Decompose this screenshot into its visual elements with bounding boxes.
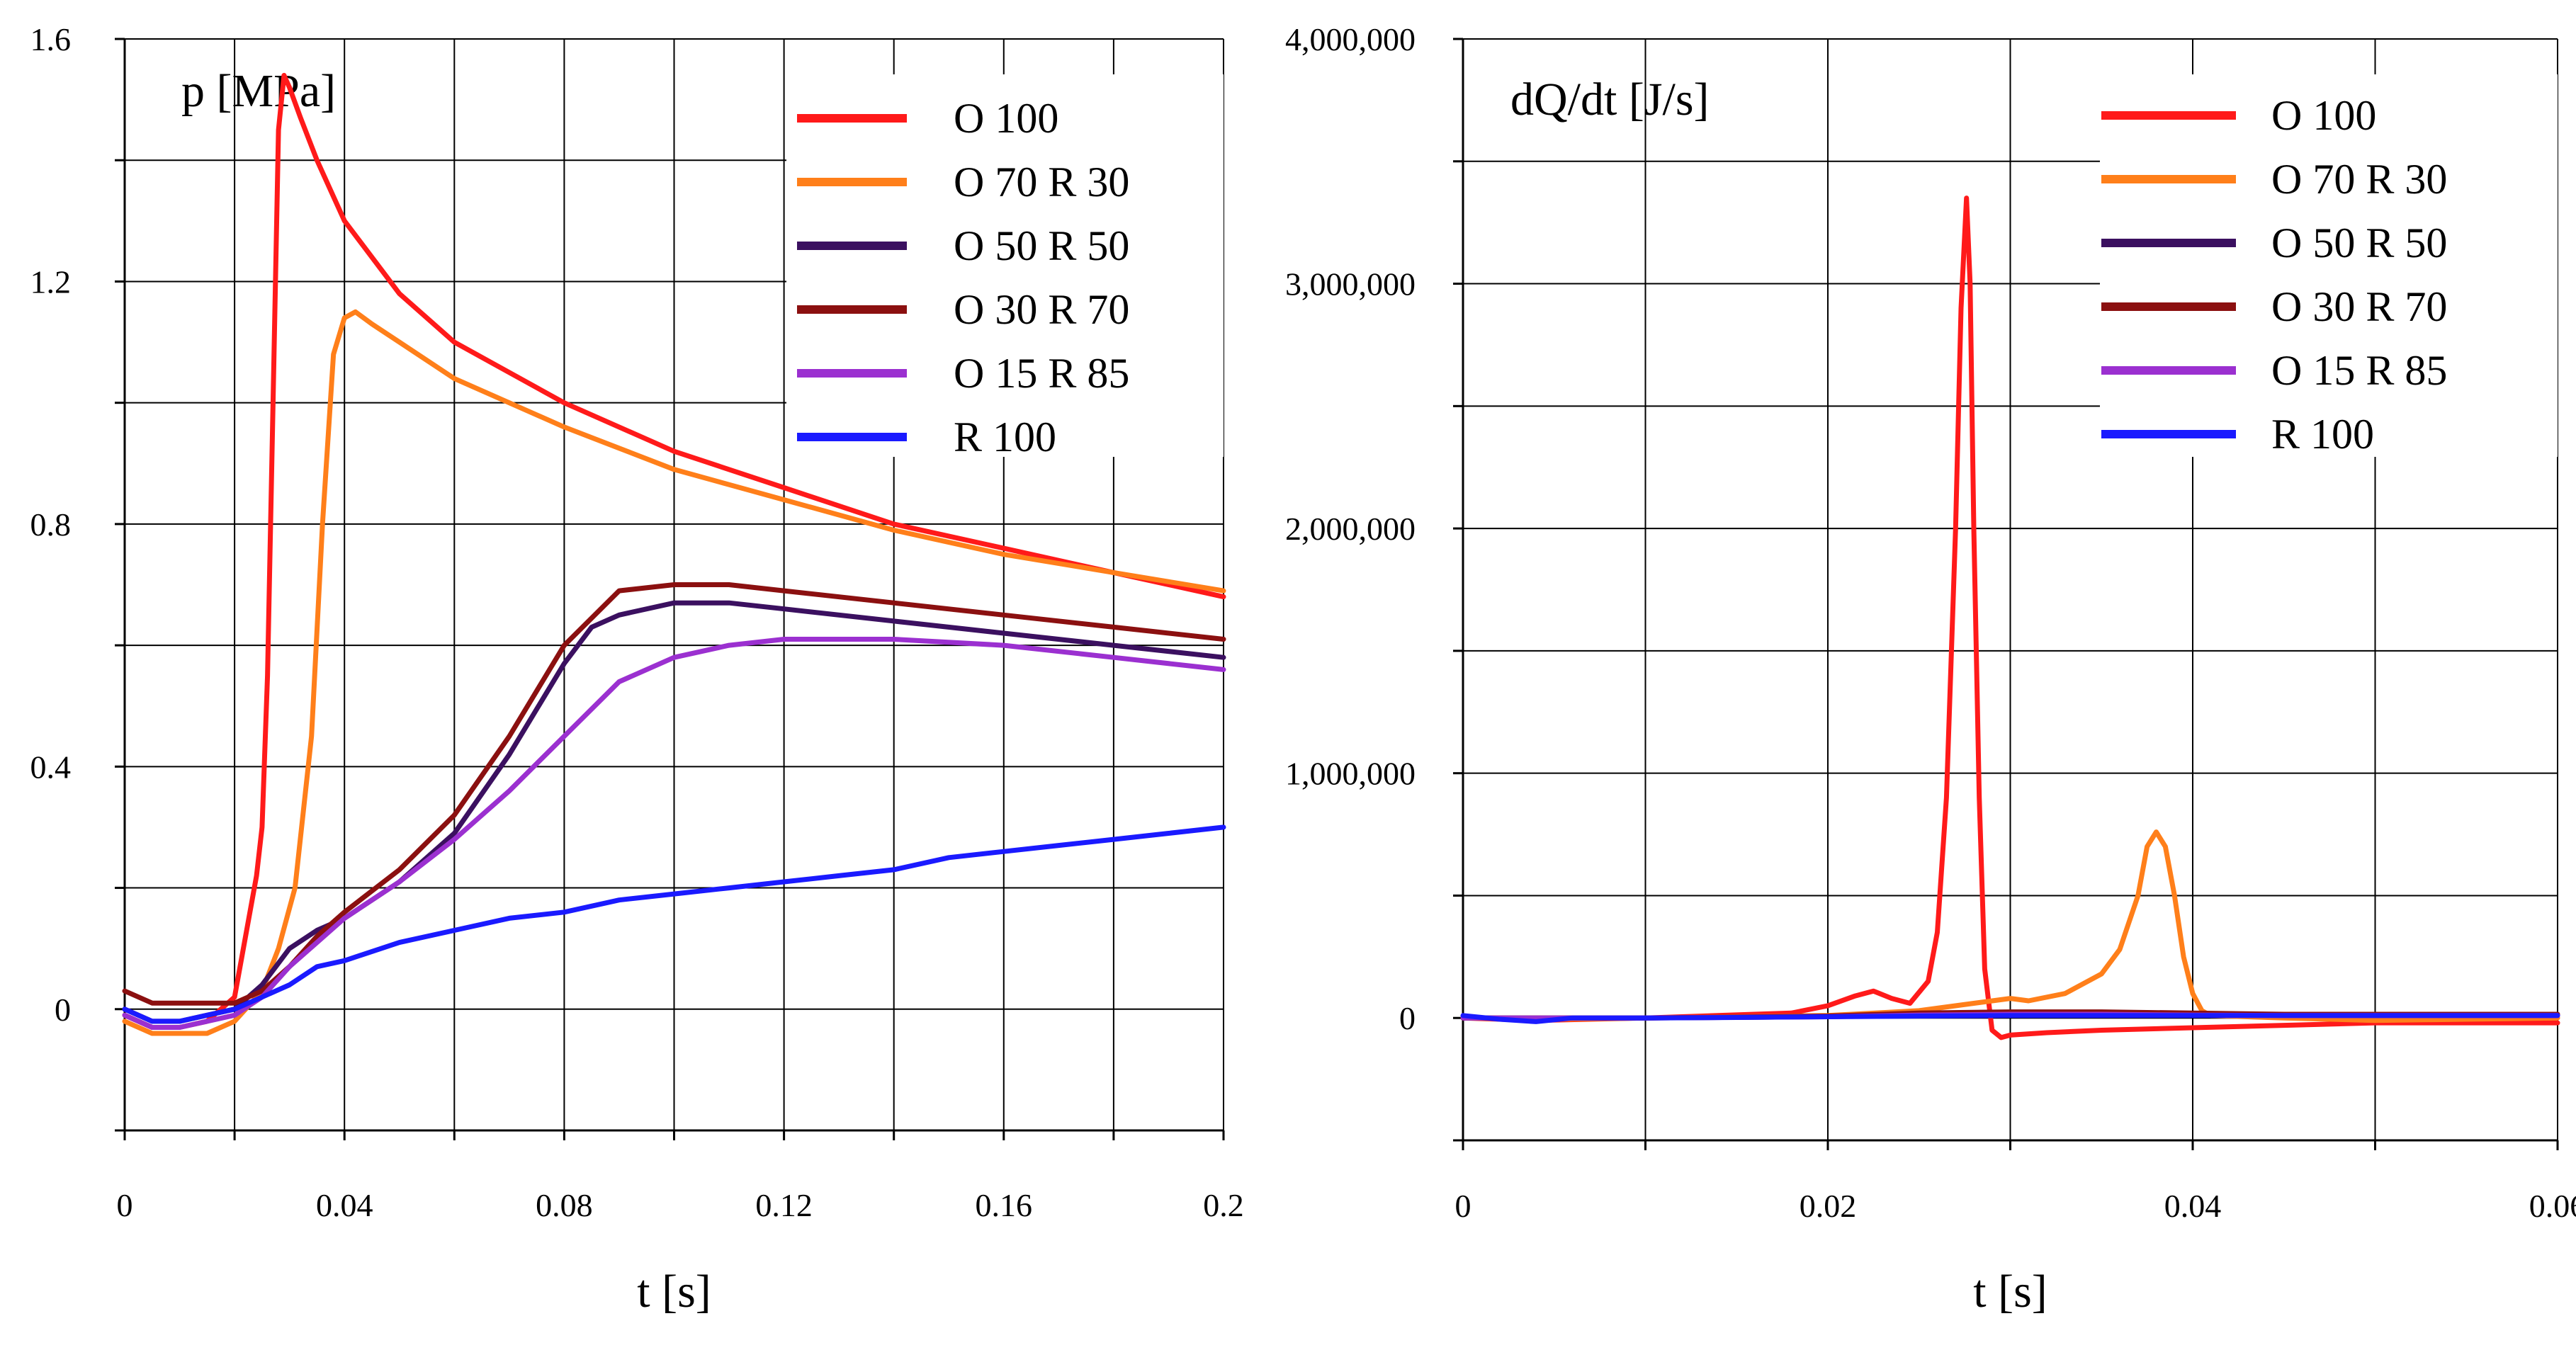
legend-box <box>2100 74 2558 457</box>
y-tick-label: 2,000,000 <box>1285 511 1416 547</box>
series-line-o-100 <box>122 72 1226 1030</box>
series-group <box>122 72 1226 1036</box>
legend-label: O 100 <box>954 95 1058 142</box>
legend-label: O 50 R 50 <box>954 222 1129 269</box>
x-tick-label: 0.16 <box>976 1187 1033 1223</box>
series-line-o-30-r-70 <box>122 582 1226 1006</box>
legend-label: R 100 <box>954 414 1056 460</box>
legend-label: O 100 <box>2271 92 2376 139</box>
x-axis-label: t [s] <box>637 1266 711 1317</box>
x-axis-label: t [s] <box>1973 1266 2047 1317</box>
series-line-o-100 <box>1460 195 2560 1040</box>
legend-label: R 100 <box>2271 411 2374 458</box>
chart-title: p [MPa] <box>181 65 336 117</box>
y-tick-label: 1,000,000 <box>1285 756 1416 792</box>
y-tick-label: 1.2 <box>30 263 72 300</box>
x-tick-label: 0.2 <box>1203 1187 1244 1223</box>
x-tick-label: 0.04 <box>2164 1188 2222 1224</box>
legend: O 100 O 70 R 30 O 50 R 50 O 30 R 70 O 15 R 8… <box>2100 74 2558 458</box>
series-line-r-100 <box>1460 1013 2560 1024</box>
chart-title: dQ/dt [J/s] <box>1510 74 1710 125</box>
y-tick-label: 0 <box>1399 1000 1416 1036</box>
grid <box>125 38 1224 1130</box>
pressure-chart: 0 0.4 0.8 1.2 1.6 0 0.04 0.08 0.12 0.16 0.2 t [s] p … <box>30 21 1244 1317</box>
legend-label: O 15 R 85 <box>2271 347 2447 394</box>
y-tick-label: 3,000,000 <box>1285 266 1416 302</box>
legend-box <box>786 74 1224 457</box>
x-tick-label: 0.12 <box>755 1187 813 1223</box>
legend-label: O 30 R 70 <box>954 286 1129 333</box>
series-line-o-15-r-85 <box>122 637 1226 1030</box>
x-tick-label: 0 <box>1455 1188 1471 1224</box>
y-tick-label: 0.8 <box>30 506 72 543</box>
x-tick-label: 0.06 <box>2529 1188 2576 1224</box>
series-line-o-70-r-30 <box>122 309 1226 1036</box>
y-tick-label: 4,000,000 <box>1285 21 1416 57</box>
x-tick-label: 0.08 <box>536 1187 593 1223</box>
legend-label: O 15 R 85 <box>954 350 1129 397</box>
y-tick-label: 1.6 <box>30 21 72 57</box>
legend-label: O 70 R 30 <box>954 159 1129 205</box>
x-tick-label: 0.02 <box>1800 1188 1857 1224</box>
series-line-r-100 <box>122 824 1226 1024</box>
legend-label: O 50 R 50 <box>2271 220 2447 266</box>
series-group <box>1460 195 2560 1040</box>
heat-release-rate-chart: 0 1,000,000 2,000,000 3,000,000 4,000,000 0 0.… <box>1285 21 2576 1317</box>
legend: O 100 O 70 R 30 O 50 R 50 O 30 R 70 O 15 R 8… <box>786 74 1224 460</box>
legend-label: O 30 R 70 <box>2271 283 2447 330</box>
y-tick-label: 0 <box>55 992 71 1028</box>
x-tick-label: 0.04 <box>316 1187 373 1223</box>
y-tick-label: 0.4 <box>30 749 72 785</box>
legend-label: O 70 R 30 <box>2271 156 2447 203</box>
x-tick-label: 0 <box>117 1187 133 1223</box>
